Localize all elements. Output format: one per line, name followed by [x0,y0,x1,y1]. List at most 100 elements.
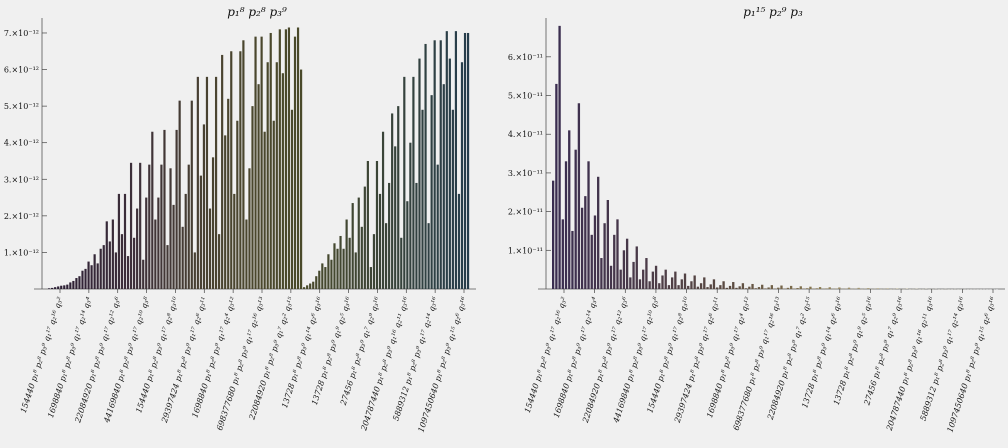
bar [212,157,214,289]
bar [118,194,120,289]
bar [764,288,766,289]
bar [336,249,338,289]
bar [273,121,275,289]
bar [700,283,702,289]
bar [867,288,869,289]
bar [587,161,589,289]
bar [109,241,111,289]
bar [257,84,259,289]
bar [218,234,220,289]
bar [838,287,840,289]
bar [428,223,430,289]
bar [632,262,634,289]
bar [458,194,460,289]
bar [300,70,302,289]
bar [112,220,114,289]
bar [94,254,96,289]
bar [565,161,567,289]
bar [215,77,217,289]
bar [694,275,696,289]
y-tick-label: 2.×10⁻¹¹ [508,208,543,217]
bar [261,37,263,289]
bar [264,132,266,289]
bar [327,254,329,289]
y-tick-label: 4.×10⁻¹¹ [508,130,543,139]
bar [440,40,442,289]
bar [806,288,808,289]
y-tick-label: 3.×10⁻¹¹ [508,169,543,178]
bar [446,31,448,289]
bar [279,29,281,289]
bar [607,200,609,289]
bar [124,194,126,289]
bar [69,282,71,289]
bar [206,77,208,289]
bar [684,274,686,289]
bar [364,187,366,289]
bar [352,203,354,289]
bar [346,220,348,289]
bar [160,165,162,289]
bar [166,245,168,289]
bar [584,196,586,289]
bar [626,239,628,289]
bar [639,279,641,289]
bar [276,62,278,289]
bar [412,77,414,289]
bar [239,51,241,289]
bar [726,288,728,289]
bar [600,258,602,289]
bar [139,163,141,289]
bar [142,260,144,289]
bar [254,37,256,289]
bar [648,281,650,289]
bar [896,288,898,289]
bar [148,165,150,289]
bar [424,44,426,289]
bar [858,288,860,289]
y-tick-label: 3.×10⁻¹² [4,175,39,184]
bar [558,26,560,289]
bar [431,95,433,289]
bar [421,110,423,289]
bar [467,33,469,289]
bar [60,286,62,289]
bar [464,33,466,289]
bar [333,243,335,289]
bar [645,258,647,289]
y-tick-label: 4.×10⁻¹² [4,139,39,148]
bar [270,33,272,289]
bar [248,168,250,289]
y-tick-label: 5.×10⁻¹² [4,102,39,111]
bar [115,252,117,289]
bar [597,177,599,289]
bar [163,130,165,289]
bar [697,287,699,289]
bar [455,31,457,289]
bar [449,59,451,289]
bar [735,288,737,289]
bar [415,183,417,289]
bar [358,198,360,289]
bar [790,286,792,289]
bar [742,283,744,289]
bar [121,234,123,289]
bar [629,277,631,289]
bar [732,282,734,289]
bar [282,73,284,289]
bar [182,227,184,289]
bar [703,277,705,289]
bar [729,286,731,289]
chart-panel-2: p₁¹⁵ p₂⁹ p₃1.×10⁻¹¹2.×10⁻¹¹3.×10⁻¹¹4.×10… [508,5,1005,433]
bar [297,27,299,289]
y-tick-label: 5.×10⁻¹¹ [508,92,543,101]
bar [652,272,654,289]
bar [877,288,879,289]
bar [303,287,305,289]
bar [751,284,753,289]
bar [87,262,89,289]
bar [671,277,673,289]
bar [379,194,381,289]
